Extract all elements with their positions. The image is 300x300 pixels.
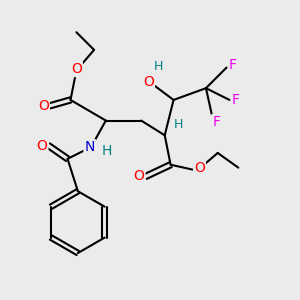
Text: F: F: [232, 93, 240, 107]
Text: O: O: [143, 75, 154, 89]
Text: H: H: [102, 145, 112, 158]
Text: O: O: [37, 139, 47, 153]
Text: O: O: [38, 99, 49, 113]
Text: H: H: [173, 118, 183, 131]
Text: H: H: [154, 60, 164, 73]
Text: O: O: [71, 62, 82, 76]
Text: F: F: [212, 115, 220, 129]
Text: O: O: [194, 161, 205, 175]
Text: N: N: [85, 140, 95, 154]
Text: F: F: [229, 58, 237, 72]
Text: O: O: [134, 169, 145, 184]
